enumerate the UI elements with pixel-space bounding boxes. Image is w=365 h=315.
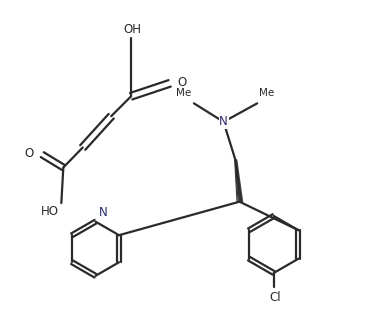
Text: N: N [219,115,228,128]
Text: Cl: Cl [269,291,281,305]
Text: O: O [178,76,187,89]
Text: OH: OH [123,23,141,36]
Text: N: N [99,206,107,219]
Text: O: O [24,147,34,160]
Text: Me: Me [260,88,275,98]
Text: Me: Me [176,88,192,98]
Text: HO: HO [41,204,58,218]
